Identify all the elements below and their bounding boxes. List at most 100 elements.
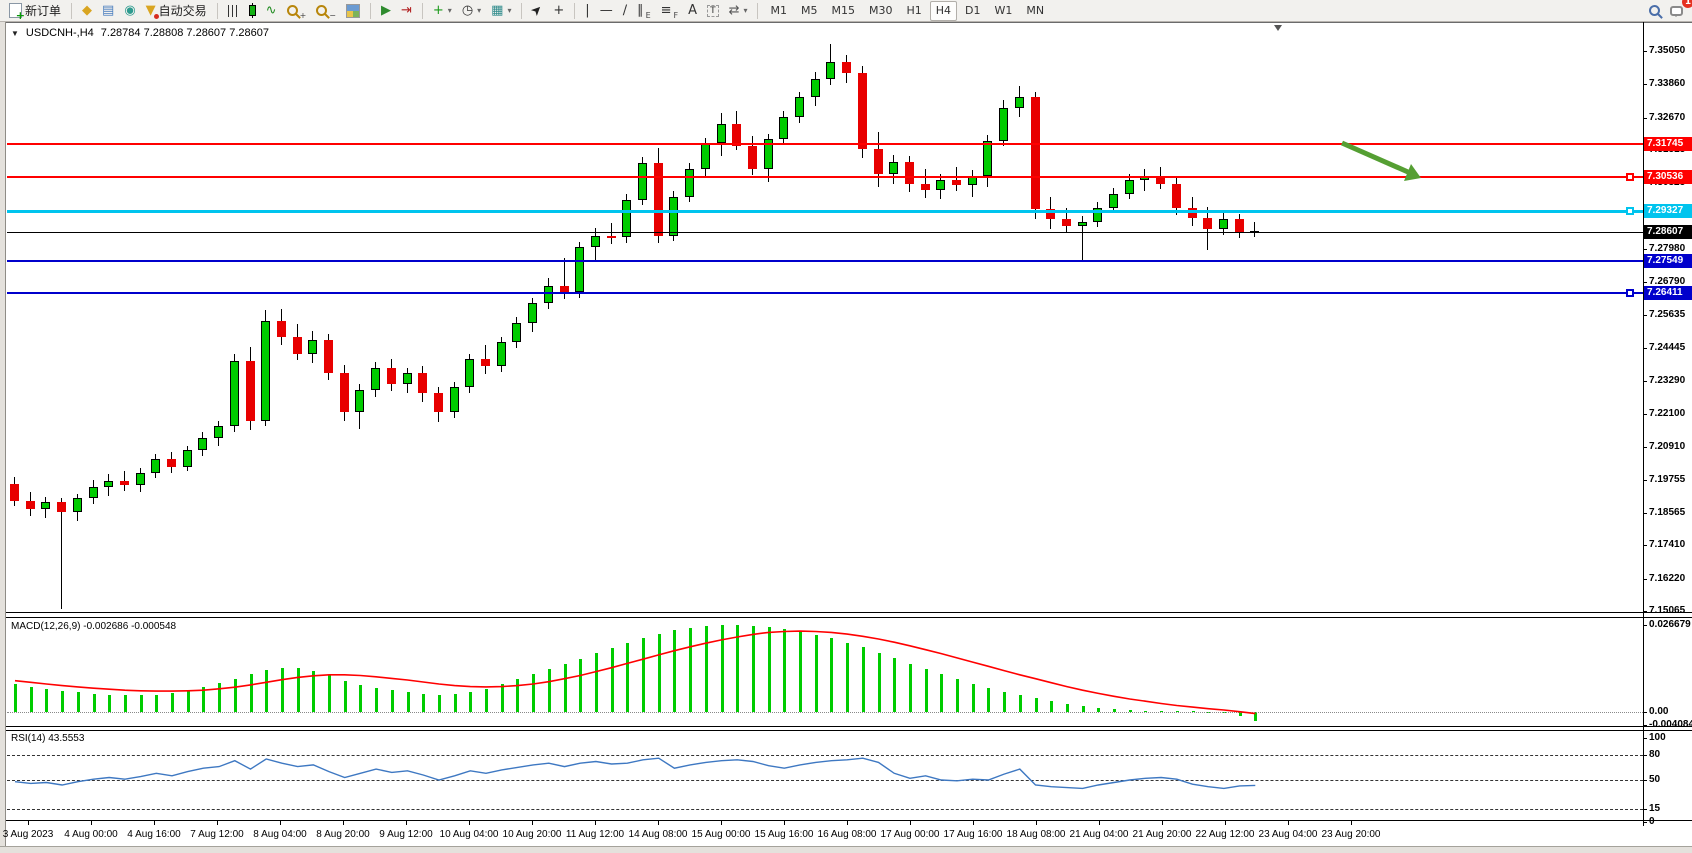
price-line-handle[interactable] xyxy=(1626,289,1634,297)
window-edge-left xyxy=(0,22,6,853)
candle-body-up xyxy=(1219,219,1228,229)
timeframe-M5-button[interactable]: M5 xyxy=(800,4,818,17)
candle-body-up xyxy=(450,387,459,412)
price-axis[interactable] xyxy=(1643,22,1644,826)
timeframe-D1-button[interactable]: D1 xyxy=(965,4,981,17)
price-line-handle[interactable] xyxy=(1626,173,1634,181)
zoom-in-icon[interactable]: + xyxy=(283,1,311,21)
channel-icon: ∥ xyxy=(637,2,644,18)
macd-histogram-bar xyxy=(155,695,158,712)
price-line-handle[interactable] xyxy=(1626,207,1634,215)
terminal-icon[interactable]: ▤ xyxy=(98,1,118,21)
rsi-panel[interactable] xyxy=(6,730,1692,821)
timeframe-H1-button[interactable]: H1 xyxy=(906,4,922,17)
price-axis-tick xyxy=(1643,249,1647,250)
new-order-button[interactable]: 新订单 xyxy=(5,1,65,22)
price-line-resistance[interactable] xyxy=(7,143,1643,145)
main-chart-panel[interactable] xyxy=(6,22,1692,613)
candle-body-down xyxy=(952,180,961,185)
autotrading-button[interactable]: ▼ 自动交易 xyxy=(145,2,207,19)
time-axis-tick xyxy=(784,821,785,825)
horizontal-line-icon[interactable]: — xyxy=(596,1,617,21)
candle-body-up xyxy=(936,180,945,190)
zoom-out-icon[interactable]: − xyxy=(312,1,340,21)
candle-body-down xyxy=(10,484,19,501)
indicators-icon[interactable]: + ▾ xyxy=(432,2,452,18)
candle-body-up xyxy=(544,286,553,303)
macd-histogram-bar xyxy=(626,643,629,712)
line-chart-icon[interactable]: ∿ xyxy=(262,1,281,21)
text-label-icon[interactable]: T xyxy=(703,1,723,21)
candlestick-chart-icon[interactable] xyxy=(245,1,260,21)
periods-icon[interactable]: ◷ ▾ xyxy=(461,2,482,18)
channel-icon[interactable]: ∥ E xyxy=(637,2,651,20)
search-icon[interactable] xyxy=(1645,1,1664,21)
macd-histogram-bar xyxy=(312,671,315,712)
tile-windows-icon[interactable] xyxy=(342,1,364,21)
timeframe-W1-button[interactable]: W1 xyxy=(994,4,1013,17)
vertical-line-icon[interactable]: | xyxy=(581,1,593,21)
templates-icon[interactable]: ▦ ▾ xyxy=(491,2,512,18)
macd-histogram-bar xyxy=(218,683,221,712)
timeframe-M30-button[interactable]: M30 xyxy=(868,4,893,17)
bar-chart-icon[interactable] xyxy=(224,1,243,21)
fibonacci-icon: ≡ xyxy=(660,2,672,18)
candle-wick xyxy=(925,169,926,198)
macd-histogram-bar xyxy=(187,690,190,712)
rsi-level-line xyxy=(7,755,1643,756)
candle-body-up xyxy=(261,321,270,421)
text-icon[interactable]: A xyxy=(684,1,701,21)
chart-menu-icon[interactable]: ▼ xyxy=(11,29,19,38)
time-axis-label: 21 Aug 20:00 xyxy=(1132,829,1192,840)
candle-body-down xyxy=(905,162,914,184)
time-axis-label: 8 Aug 04:00 xyxy=(253,829,307,840)
macd-histogram-bar xyxy=(30,687,33,712)
candle-body-up xyxy=(1078,222,1087,226)
timeframe-M1-button[interactable]: M1 xyxy=(770,4,787,17)
chat-button[interactable]: 1 xyxy=(1666,0,1692,21)
macd-histogram-bar xyxy=(736,625,739,712)
chart-shift-icon[interactable]: ⇥ xyxy=(397,1,416,21)
rsi-axis-tick xyxy=(1643,822,1647,823)
macd-histogram-bar xyxy=(359,685,362,712)
time-axis-tick xyxy=(28,821,29,825)
auto-scroll-icon[interactable]: ▶ xyxy=(377,1,395,21)
fibonacci-icon[interactable]: ≡ F xyxy=(660,2,679,20)
crosshair-icon[interactable]: + xyxy=(549,1,568,21)
time-axis-tick xyxy=(1099,821,1100,825)
timeframe-M15-button[interactable]: M15 xyxy=(831,4,855,17)
price-axis-tick xyxy=(1643,282,1647,283)
macd-histogram-bar xyxy=(344,681,347,712)
rsi-axis-label: 50 xyxy=(1649,774,1661,785)
history-center-icon[interactable]: ◆ xyxy=(78,1,96,21)
price-line-resistance[interactable] xyxy=(7,176,1643,178)
price-axis-tick xyxy=(1643,545,1647,546)
trendline-icon[interactable]: ∕ xyxy=(619,1,631,21)
macd-histogram-bar xyxy=(77,692,80,712)
arrows-icon[interactable]: ⇄ ▾ xyxy=(728,2,748,18)
price-axis-tick xyxy=(1643,513,1647,514)
price-line-support[interactable] xyxy=(7,260,1643,262)
time-axis-area[interactable] xyxy=(6,821,1692,846)
time-axis-label: 10 Aug 04:00 xyxy=(439,829,499,840)
bar-chart-icon xyxy=(227,4,239,17)
signal-icon[interactable]: ◉ xyxy=(120,1,139,21)
periods-icon: ◷ xyxy=(461,2,474,18)
toolbar-separator xyxy=(421,2,423,19)
macd-histogram-bar xyxy=(987,688,990,712)
tile-windows-icon xyxy=(345,3,360,18)
time-axis-label: 15 Aug 00:00 xyxy=(691,829,751,840)
chat-button xyxy=(1670,5,1683,17)
macd-panel[interactable] xyxy=(6,617,1692,727)
templates-icon: ▦ xyxy=(491,2,504,18)
timeframe-MN-button[interactable]: MN xyxy=(1026,4,1045,17)
cursor-icon[interactable]: ➤ xyxy=(528,1,547,21)
candle-body-up xyxy=(528,303,537,323)
macd-axis-label: 0.026679 xyxy=(1649,619,1691,630)
price-line-support[interactable] xyxy=(7,292,1643,294)
time-axis-tick xyxy=(91,821,92,825)
price-line-level[interactable] xyxy=(7,210,1643,213)
price-line-current-price[interactable] xyxy=(7,232,1643,233)
rsi-axis-tick xyxy=(1643,809,1647,810)
timeframe-H4-button[interactable]: H4 xyxy=(929,0,958,21)
